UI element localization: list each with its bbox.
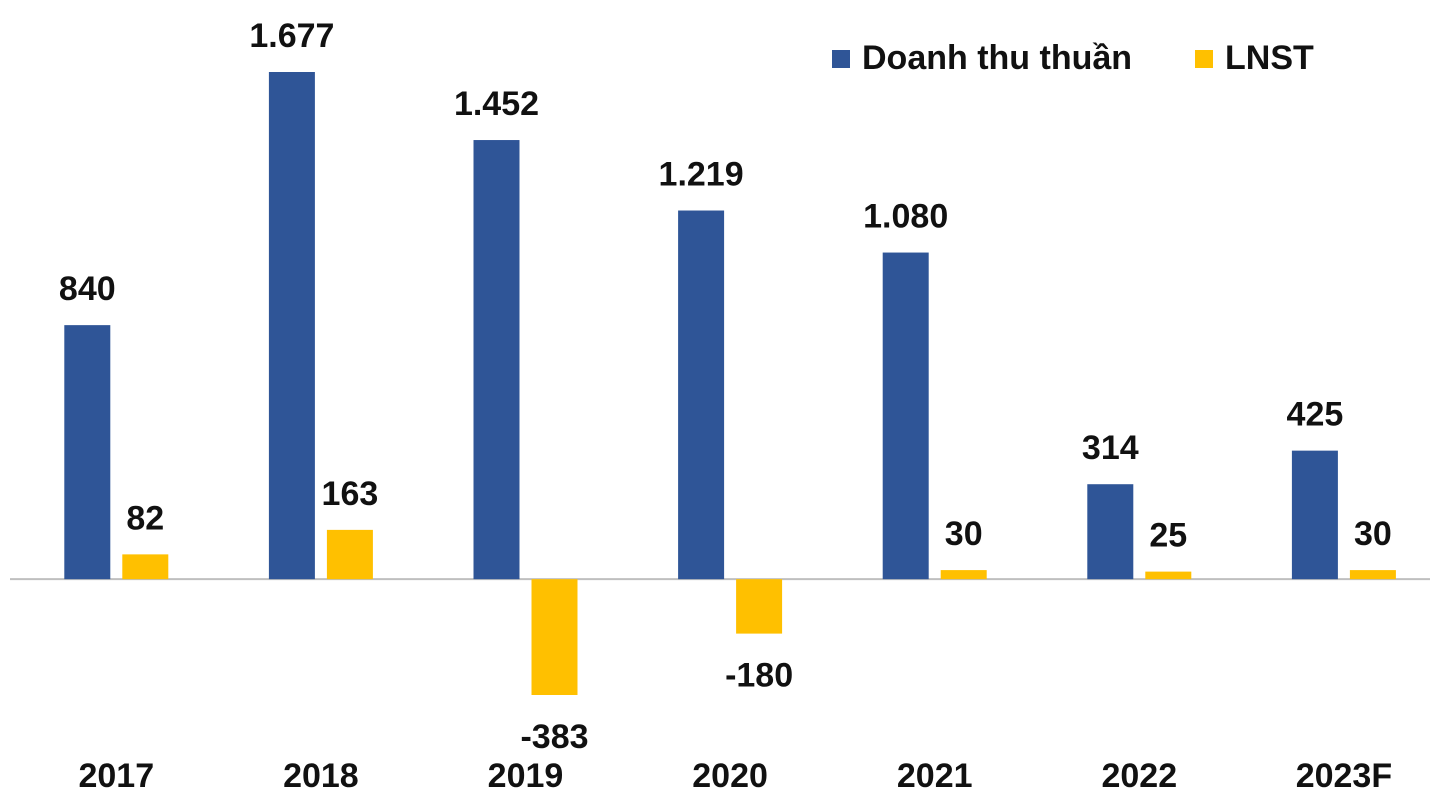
bar xyxy=(326,529,373,580)
data-label: 840 xyxy=(59,270,116,308)
data-label: 1.677 xyxy=(249,17,334,55)
x-tick-label: 2017 xyxy=(78,757,154,795)
data-label: 1.452 xyxy=(454,85,539,123)
data-label: 30 xyxy=(1354,515,1392,553)
data-label: 163 xyxy=(322,475,379,513)
bar xyxy=(882,252,929,580)
data-label: -180 xyxy=(725,657,793,695)
bar xyxy=(1145,571,1192,580)
legend-swatch xyxy=(832,50,850,68)
bar xyxy=(64,325,111,580)
bar xyxy=(531,579,578,695)
bar xyxy=(736,579,783,634)
x-tick-label: 2020 xyxy=(692,757,768,795)
bar xyxy=(1291,450,1338,580)
bar xyxy=(1087,484,1134,580)
x-tick-label: 2021 xyxy=(897,757,973,795)
data-label: -383 xyxy=(520,718,588,756)
bar xyxy=(268,72,315,580)
legend-label: LNST xyxy=(1225,39,1314,77)
legend-swatch xyxy=(1195,50,1213,68)
bar xyxy=(473,140,520,580)
data-label: 314 xyxy=(1082,429,1139,467)
data-label: 425 xyxy=(1287,396,1344,434)
x-tick-label: 2019 xyxy=(488,757,564,795)
data-label: 82 xyxy=(126,499,164,537)
data-label: 25 xyxy=(1149,517,1187,555)
x-tick-label: 2022 xyxy=(1101,757,1177,795)
bar xyxy=(940,570,987,580)
data-label: 30 xyxy=(945,515,983,553)
x-tick-label: 2023F xyxy=(1296,757,1392,795)
x-tick-label: 2018 xyxy=(283,757,359,795)
bar xyxy=(1349,570,1396,580)
legend-label: Doanh thu thuần xyxy=(862,39,1132,77)
data-label: 1.219 xyxy=(659,155,744,193)
bar xyxy=(122,554,169,580)
data-label: 1.080 xyxy=(863,198,948,236)
bar xyxy=(678,210,725,580)
